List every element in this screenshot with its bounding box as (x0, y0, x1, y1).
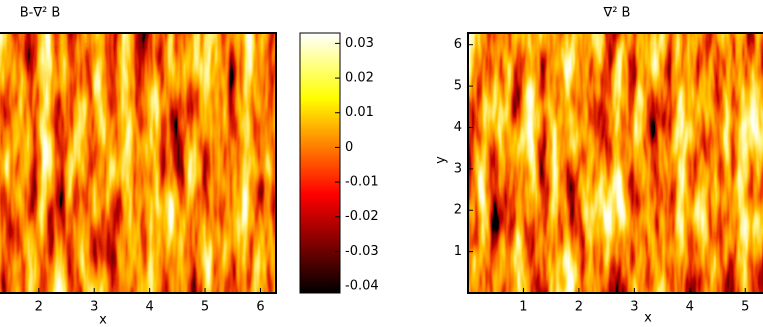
x-axis-label: x (99, 313, 107, 327)
x-tick-label: 3 (630, 300, 638, 315)
colorbar-tick-label: 0.01 (345, 105, 374, 120)
x-tick-label: 4 (145, 300, 153, 315)
heatmap-field (468, 33, 763, 293)
colorbar-tick-label: -0.01 (345, 175, 379, 190)
heatmap-field (0, 33, 276, 293)
x-tick-label: 2 (575, 300, 583, 315)
chart-title: ∇² B (603, 6, 631, 21)
x-tick-label: 5 (741, 300, 749, 315)
x-tick-label: 2 (35, 300, 43, 315)
x-axis-label: x (644, 311, 652, 326)
y-tick-label: 4 (454, 120, 462, 135)
colorbar-tick-label: 0.02 (345, 71, 374, 86)
plot-frame (467, 32, 763, 294)
colorbar (299, 32, 341, 294)
y-tick-label: 5 (454, 79, 462, 94)
chart-title: B-∇² B (20, 6, 61, 21)
x-tick-label: 3 (90, 300, 98, 315)
plot-frame (0, 32, 277, 294)
x-tick-label: 1 (519, 300, 527, 315)
colorbar-tick-label: 0 (345, 140, 353, 155)
x-tick-label: 6 (256, 300, 264, 315)
colorbar-tick-label: -0.03 (345, 244, 379, 259)
y-tick-label: 2 (454, 203, 462, 218)
colorbar-tick-label: 0.03 (345, 36, 374, 51)
x-tick-label: 4 (686, 300, 694, 315)
colorbar-tick-label: -0.02 (345, 209, 379, 224)
y-tick-label: 1 (454, 244, 462, 259)
y-tick-label: 6 (454, 37, 462, 52)
y-axis-label: y (434, 156, 449, 164)
x-tick-label: 5 (201, 300, 209, 315)
colorbar-tick-label: -0.04 (345, 279, 379, 294)
y-tick-label: 3 (454, 161, 462, 176)
